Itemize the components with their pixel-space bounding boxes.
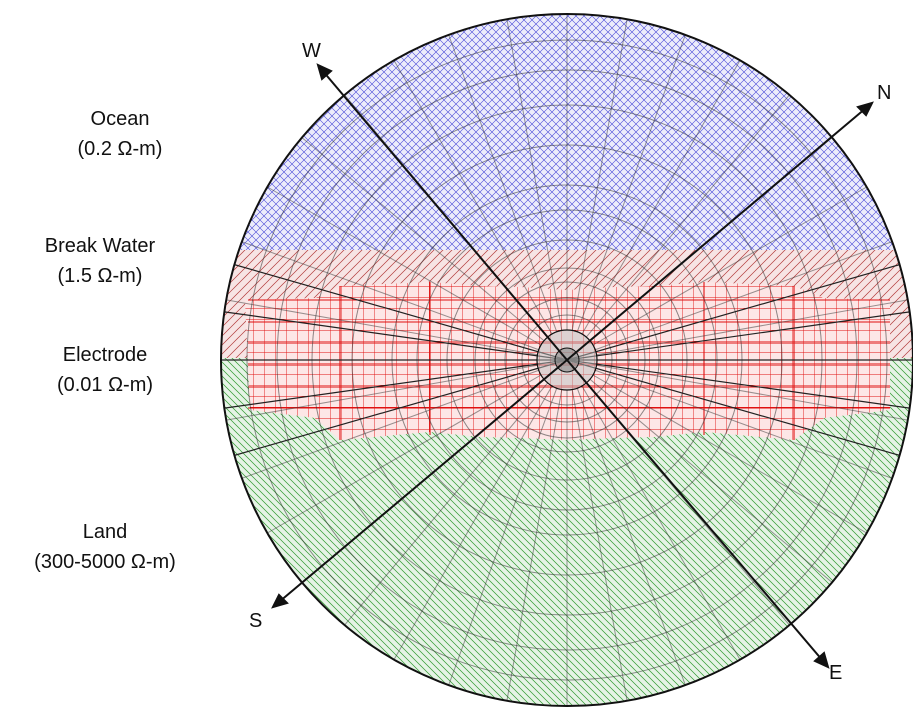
mesh-spoke: [592, 186, 867, 346]
mesh-grid: [221, 14, 913, 706]
mesh-spoke: [596, 299, 908, 356]
legend-ocean-value: (0.2 Ω-m): [77, 138, 163, 160]
electrode-spoke: [224, 359, 568, 409]
direction-axes: [271, 63, 874, 669]
axis-n: [566, 107, 867, 361]
legend-ocean-name: Ocean: [90, 108, 150, 130]
mesh-spoke: [393, 60, 553, 335]
mesh-spoke: [226, 364, 538, 421]
mesh-spoke: [301, 137, 545, 342]
direction-label-n: N: [877, 82, 891, 104]
legend-land: Land (300-5000 Ω-m): [0, 517, 210, 577]
direction-label-e: E: [829, 662, 842, 684]
legend-electrode-name: Electrode: [62, 344, 148, 366]
legend-land-value: (300-5000 Ω-m): [34, 551, 176, 573]
mesh-spoke: [267, 186, 542, 346]
mesh-spoke: [581, 385, 741, 660]
axis-s: [278, 359, 568, 603]
mesh-spoke: [576, 388, 686, 686]
mesh-spoke: [267, 374, 542, 534]
mesh-spoke: [596, 364, 908, 421]
mesh-spoke: [241, 241, 539, 351]
legend-break-water: Break Water (1.5 Ω-m): [0, 231, 200, 291]
arrowhead-e: [813, 651, 830, 669]
legend-break-water-name: Break Water: [44, 235, 156, 257]
mesh-spoke: [592, 374, 867, 534]
axis-w: [321, 69, 568, 361]
legend-electrode: Electrode (0.01 Ω-m): [0, 340, 210, 400]
mesh-spoke: [506, 389, 563, 701]
model-boundary: [220, 13, 913, 707]
mesh-spoke: [241, 369, 539, 479]
mesh-spoke: [344, 382, 549, 626]
electrode-spoke: [234, 359, 568, 456]
mesh-spoke: [581, 60, 741, 335]
legend-ocean: Ocean (0.2 Ω-m): [20, 104, 220, 164]
mesh-spoke: [589, 378, 833, 583]
mesh-spoke: [448, 388, 558, 686]
mesh-spoke: [226, 299, 538, 356]
arrowhead-w: [316, 63, 333, 81]
mesh-spoke: [585, 94, 790, 338]
electrode-spoke: [234, 264, 568, 361]
legend-electrode-value: (0.01 Ω-m): [56, 374, 154, 396]
legend-break-water-value: (1.5 Ω-m): [57, 265, 143, 287]
arrowhead-n: [856, 101, 874, 117]
mesh-spoke: [571, 389, 628, 701]
legend-land-name: Land: [82, 521, 128, 543]
direction-label-w: W: [302, 40, 321, 62]
electrode-spoke: [566, 311, 910, 361]
mesh-spoke: [448, 34, 558, 332]
direction-label-s: S: [249, 610, 262, 632]
mesh-spoke: [393, 385, 553, 660]
mesh-spoke: [595, 369, 893, 479]
electrode-spoke: [224, 311, 568, 361]
mesh-spoke: [506, 19, 563, 331]
arrowhead-s: [271, 593, 289, 609]
mesh-spoke: [595, 241, 893, 351]
electrode-spoke: [566, 264, 900, 361]
axis-e: [566, 359, 824, 662]
electrode-spoke: [566, 359, 900, 456]
electrode-spoke: [566, 359, 910, 409]
mesh-spoke: [576, 34, 686, 332]
mesh-spoke: [571, 19, 628, 331]
